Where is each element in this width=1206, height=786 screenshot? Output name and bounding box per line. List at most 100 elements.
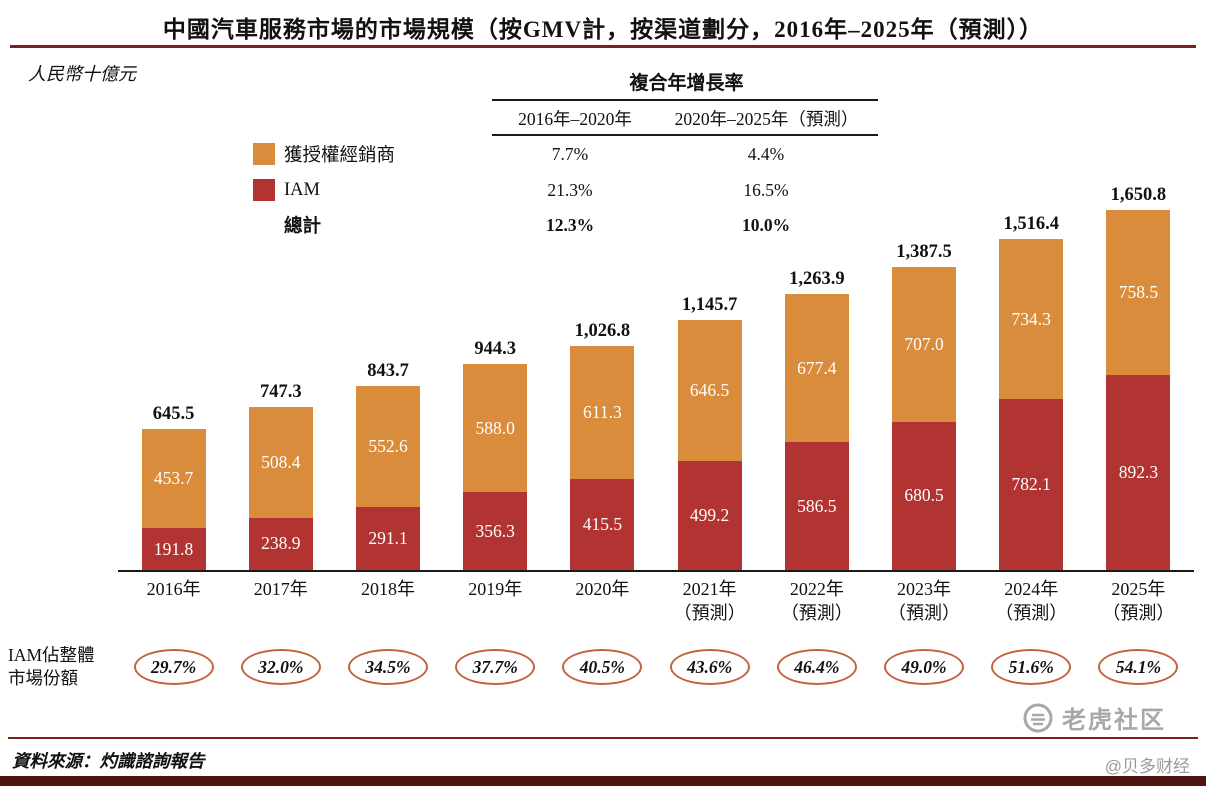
segment-dealer: 758.5 [1106,210,1171,376]
iam-share-oval: 46.4% [776,649,857,685]
cagr-value: 7.7% [551,143,589,164]
iam-share-slot: 43.6% [656,649,763,685]
iam-share-oval: 34.5% [348,649,428,685]
legend-row-total: 總計 12.3% 10.0% [253,212,878,238]
iam-share-oval: 37.7% [455,649,536,685]
segment-iam-value: 680.5 [904,485,944,506]
dealer-color-swatch [253,143,275,165]
title-divider [10,45,1196,48]
iam-share-oval: 49.0% [884,649,965,685]
segment-iam-value: 586.5 [797,495,837,516]
bar-column: 1,026.8 611.3 415.5 [549,180,656,570]
segment-dealer: 646.5 [677,320,742,462]
iam-share-slot: 29.7% [120,649,227,685]
legend-row-dealer: 獲授權經銷商 7.7% 4.4% [253,141,878,167]
chart-title: 中國汽車服務市場的市場規模（按GMV計，按渠道劃分，2016年–2025年（預測… [162,17,1044,42]
segment-dealer-value: 611.3 [583,402,622,423]
segment-iam: 191.8 [141,528,206,570]
segment-iam: 586.5 [784,442,849,570]
iam-share-slot: 51.6% [978,649,1085,685]
cagr-value: 16.5% [743,179,789,200]
segment-iam: 238.9 [248,517,313,570]
x-axis-label: 2025年 （預測） [1102,579,1175,624]
bar-column: 1,516.4 734.3 782.1 [978,180,1085,570]
segment-dealer-value: 646.5 [689,380,730,401]
iam-share-slot: 32.0% [227,649,334,685]
iam-share-slot: 37.7% [442,649,549,685]
x-axis-label: 2024年 （預測） [995,579,1068,624]
segment-dealer: 453.7 [141,429,206,529]
segment-iam: 356.3 [463,492,528,570]
x-axis-labels: 2016年 2017年 2018年 2019年 2020年 2021年 （預測） 2022年… [120,577,1192,626]
cagr-header-2020-2025: 2020年–2025年（預測） [674,109,859,129]
bar-total-label: 1,650.8 [1110,185,1167,206]
iam-share-slot: 49.0% [870,649,977,685]
cagr-value: 4.4% [747,143,785,164]
segment-iam: 680.5 [892,421,957,570]
iam-share-oval: 43.6% [669,649,750,685]
iam-share-oval: 32.0% [240,649,321,685]
x-axis-label: 2016年 [146,579,201,599]
cagr-rule-bottom [492,134,878,136]
bar-total-label: 1,145.7 [681,295,738,316]
segment-dealer: 734.3 [999,239,1064,400]
segment-dealer: 677.4 [784,294,849,443]
x-axis-label: 2022年 （預測） [780,579,853,624]
tiger-logo-icon [1023,703,1053,732]
cagr-value: 12.3% [545,214,595,235]
iam-color-swatch [253,179,275,201]
x-axis-label: 2020年 [575,579,630,599]
bar-total-label: 1,516.4 [1003,214,1059,235]
legend-label-iam: IAM [284,179,320,200]
cagr-header-2016-2020: 2016年–2020年 [518,109,632,129]
segment-iam-value: 415.5 [582,514,623,535]
x-axis-label: 2017年 [253,579,308,599]
bar-total-label: 1,263.9 [789,269,845,290]
cagr-table-title: 複合年增長率 [629,73,744,94]
bar-column: 747.3 508.4 238.9 [227,180,334,570]
x-axis-line [118,570,1194,572]
bar-total-label: 944.3 [474,339,517,360]
cagr-value: 10.0% [741,214,791,235]
iam-share-slot: 46.4% [763,649,870,685]
segment-dealer: 508.4 [248,407,313,518]
iam-share-slot: 40.5% [549,649,656,685]
legend-label-total: 總計 [284,217,322,237]
segment-iam: 499.2 [677,461,742,570]
legend-label-dealer: 獲授權經銷商 [284,146,396,166]
x-axis-label: 2023年 （預測） [888,579,961,624]
segment-iam-value: 291.1 [368,527,408,548]
cagr-column-headers: 2016年–2020年 2020年–2025年（預測） [495,106,878,132]
segment-dealer-value: 588.0 [475,417,515,438]
segment-iam-value: 499.2 [689,505,730,526]
x-axis-label: 2021年 （預測） [673,579,746,624]
source-divider [8,737,1198,739]
stacked-bar-chart: 645.5 453.7 191.8 747.3 508.4 238.9 843.7 552.6… [120,180,1192,570]
iam-share-oval: 40.5% [562,649,643,685]
cagr-value: 21.3% [547,179,593,200]
bar-column: 645.5 453.7 191.8 [120,180,227,570]
bar-total-label: 645.5 [152,404,195,425]
unit-label: 人民幣十億元 [28,64,136,84]
segment-iam: 892.3 [1106,375,1171,570]
segment-dealer: 588.0 [463,364,528,493]
bar-column: 843.7 552.6 291.1 [334,180,441,570]
cagr-rule-top [492,99,878,101]
segment-dealer: 707.0 [892,267,957,422]
legend-row-iam: IAM 21.3% 16.5% [253,177,878,203]
segment-dealer: 552.6 [356,386,420,507]
segment-dealer: 611.3 [570,346,635,480]
bar-total-label: 1,387.5 [896,242,952,263]
segment-dealer-value: 707.0 [904,334,944,355]
iam-share-oval: 54.1% [1098,649,1179,685]
segment-iam: 782.1 [999,399,1064,570]
segment-dealer-value: 453.7 [153,468,194,489]
segment-iam: 415.5 [570,479,635,570]
segment-dealer-value: 552.6 [368,435,408,456]
iam-share-row: 29.7% 32.0% 34.5% 37.7% 40.5% 43.6% 46.4% 49.0%… [120,649,1192,685]
bar-column: 1,145.7 646.5 499.2 [656,180,763,570]
bar-total-label: 747.3 [259,382,302,403]
segment-dealer-value: 758.5 [1118,282,1159,303]
segment-dealer-value: 508.4 [261,451,301,472]
